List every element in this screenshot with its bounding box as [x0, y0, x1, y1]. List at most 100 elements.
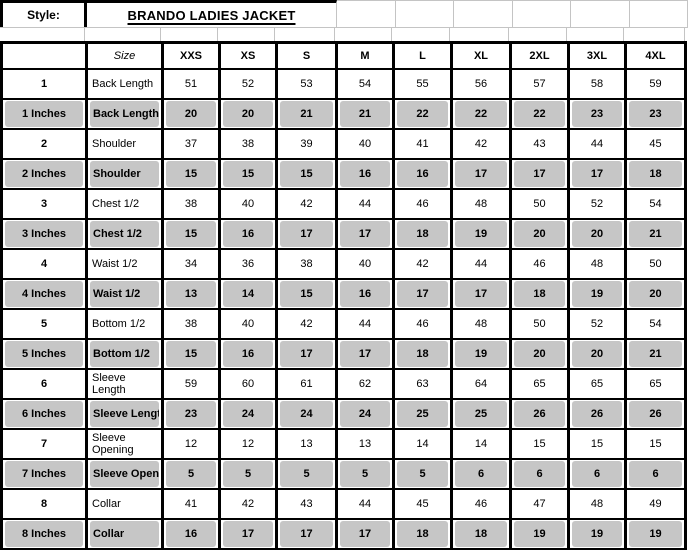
value-cell: 17 — [275, 218, 338, 250]
value-cell: 54 — [624, 188, 687, 220]
value-chip: 23 — [572, 101, 622, 127]
value-cell: 15 — [161, 218, 221, 250]
gridline-cell — [571, 1, 630, 27]
table-row: 3 Chest 1/2 38 40 42 44 46 48 50 52 54 — [0, 188, 687, 220]
value-cell: 40 — [218, 188, 278, 220]
value-chip: 20 — [572, 221, 622, 247]
value-cell: 50 — [624, 248, 687, 280]
value-cell: 5 — [392, 458, 453, 490]
table-row: 4 Inches Waist 1/2 13 14 15 16 17 17 18 19 20 — [0, 278, 687, 310]
measurement-label-cell: Sleeve Length — [85, 398, 164, 430]
value-cell: 42 — [392, 248, 453, 280]
value-chip: 19 — [455, 221, 507, 247]
value-cell: 17 — [509, 158, 570, 190]
value-chip: 18 — [397, 221, 448, 247]
row-number-chip: 3 Inches — [5, 221, 83, 247]
value-chip: 19 — [572, 521, 622, 547]
row-number-chip: 4 Inches — [5, 281, 83, 307]
value-chip: 15 — [166, 221, 216, 247]
value-chip: 5 — [280, 461, 333, 487]
corner-header-cell — [0, 41, 88, 70]
value-cell: 5 — [218, 458, 278, 490]
value-cell: 22 — [450, 98, 512, 130]
value-cell: 18 — [392, 218, 453, 250]
value-chip: 18 — [629, 161, 682, 187]
value-cell: 39 — [275, 128, 338, 160]
column-header-3xl: 3XL — [567, 41, 627, 70]
value-cell: 38 — [161, 188, 221, 220]
value-cell: 16 — [161, 518, 221, 550]
measurement-label-cell: Collar — [85, 518, 164, 550]
value-cell: 16 — [218, 218, 278, 250]
value-chip: 6 — [514, 461, 565, 487]
value-cell: 57 — [509, 68, 570, 100]
measurement-label-cell: Sleeve Length — [85, 368, 164, 400]
value-cell: 44 — [450, 248, 512, 280]
value-chip: 16 — [223, 341, 273, 367]
table-row: 4 Waist 1/2 34 36 38 40 42 44 46 48 50 — [0, 248, 687, 280]
value-cell: 6 — [567, 458, 627, 490]
row-number-chip: 5 Inches — [5, 341, 83, 367]
measurement-label-cell: Sleeve Opening — [85, 428, 164, 460]
gridline-cell — [450, 28, 509, 41]
value-cell: 59 — [624, 68, 687, 100]
value-cell: 60 — [218, 368, 278, 400]
gridline-cell — [85, 28, 161, 41]
value-cell: 16 — [392, 158, 453, 190]
value-cell: 17 — [335, 338, 395, 370]
value-cell: 52 — [567, 308, 627, 340]
value-cell: 16 — [218, 338, 278, 370]
measurement-label-cell: Bottom 1/2 — [85, 308, 164, 340]
measurement-label-chip: Back Length — [90, 101, 159, 127]
value-chip: 20 — [223, 101, 273, 127]
value-cell: 12 — [161, 428, 221, 460]
value-cell: 16 — [335, 278, 395, 310]
column-header-xs: XS — [218, 41, 278, 70]
value-cell: 21 — [624, 218, 687, 250]
row-number-cell: 5 Inches — [0, 338, 88, 370]
table-row: 2 Inches Shoulder 15 15 15 16 16 17 17 17 18 — [0, 158, 687, 190]
value-cell: 46 — [392, 308, 453, 340]
value-cell: 20 — [509, 218, 570, 250]
value-chip: 26 — [572, 401, 622, 427]
value-chip: 5 — [223, 461, 273, 487]
value-cell: 24 — [275, 398, 338, 430]
value-cell: 40 — [335, 128, 395, 160]
page-title-text: BRANDO LADIES JACKET — [127, 7, 296, 23]
value-cell: 65 — [624, 368, 687, 400]
value-cell: 65 — [567, 368, 627, 400]
value-cell: 64 — [450, 368, 512, 400]
measurement-label-cell: Chest 1/2 — [85, 188, 164, 220]
measurement-label-cell: Chest 1/2 — [85, 218, 164, 250]
value-chip: 25 — [397, 401, 448, 427]
row-number-chip: 8 Inches — [5, 521, 83, 547]
value-cell: 18 — [392, 338, 453, 370]
value-chip: 23 — [166, 401, 216, 427]
value-cell: 17 — [567, 158, 627, 190]
row-number-cell: 2 — [0, 128, 88, 160]
gridline-cell — [337, 1, 396, 27]
gridline-cell — [335, 28, 392, 41]
value-cell: 19 — [624, 518, 687, 550]
row-number-cell: 1 — [0, 68, 88, 100]
gridline-cell — [392, 28, 450, 41]
size-table: Size XXS XS S M L XL 2XL 3XL 4XL 1 Back Length 51 52… — [0, 41, 687, 550]
value-cell: 21 — [335, 98, 395, 130]
value-chip: 17 — [280, 221, 333, 247]
value-cell: 17 — [275, 518, 338, 550]
value-cell: 50 — [509, 308, 570, 340]
measurement-label-cell: Shoulder — [85, 128, 164, 160]
value-chip: 26 — [629, 401, 682, 427]
column-header-xl: XL — [450, 41, 512, 70]
row-number-cell: 6 Inches — [0, 398, 88, 430]
value-chip: 21 — [629, 221, 682, 247]
value-cell: 17 — [450, 278, 512, 310]
value-cell: 13 — [335, 428, 395, 460]
value-cell: 23 — [567, 98, 627, 130]
table-row: 2 Shoulder 37 38 39 40 41 42 43 44 45 — [0, 128, 687, 160]
value-cell: 65 — [509, 368, 570, 400]
value-cell: 20 — [218, 98, 278, 130]
value-cell: 18 — [624, 158, 687, 190]
table-row: 6 Inches Sleeve Length 23 24 24 24 25 25 26 26 26 — [0, 398, 687, 430]
value-cell: 37 — [161, 128, 221, 160]
